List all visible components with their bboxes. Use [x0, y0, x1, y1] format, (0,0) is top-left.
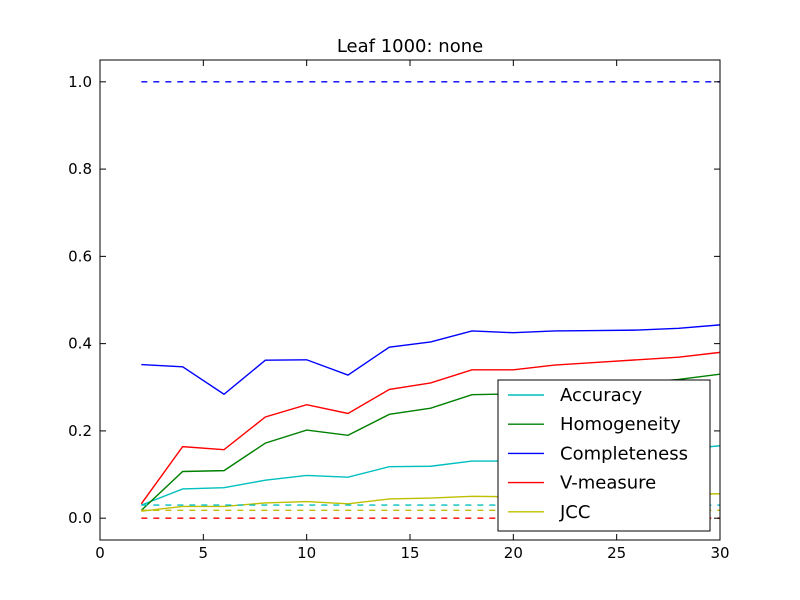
y-tick-label: 0.4: [68, 335, 92, 353]
legend-label: Homogeneity: [560, 414, 681, 435]
legend: Accuracy Homogeneity Completeness V-measure…: [497, 379, 711, 532]
x-tick-label: 5: [199, 544, 209, 562]
ticks-layer: 0 5 10 15 20 25 30 0.0 0.2 0.4 0.6 0.8 1.0: [68, 60, 730, 562]
y-tick-label: 1.0: [68, 73, 92, 91]
y-tick-label: 0.2: [68, 422, 92, 440]
series-line-v-measure: [140, 351, 720, 505]
y-tick-label: 0.8: [68, 160, 92, 178]
legend-label: Completeness: [560, 443, 688, 464]
legend-label: JCC: [559, 502, 590, 523]
x-tick-label: 30: [710, 544, 729, 562]
chart-title: Leaf 1000: none: [337, 36, 483, 57]
x-tick-label: 20: [504, 544, 523, 562]
legend-box: [497, 379, 711, 532]
x-tick-label: 15: [400, 544, 419, 562]
x-tick-label: 25: [607, 544, 626, 562]
legend-label: Accuracy: [560, 385, 643, 406]
y-tick-label: 0.0: [68, 509, 92, 527]
x-tick-label: 10: [297, 544, 316, 562]
series-line-completeness: [141, 324, 720, 396]
x-tick-label: 0: [95, 544, 105, 562]
y-tick-label: 0.6: [68, 247, 92, 265]
legend-label: V-measure: [560, 473, 656, 494]
